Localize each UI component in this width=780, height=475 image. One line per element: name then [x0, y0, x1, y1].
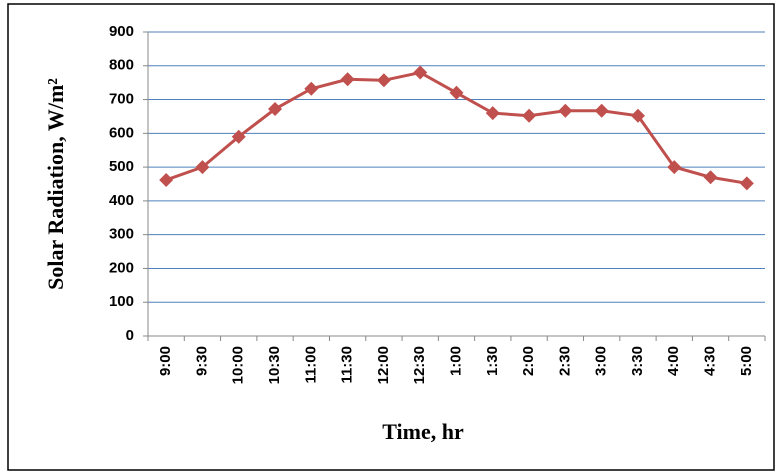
y-tick-label: 400: [109, 192, 134, 209]
x-tick-label: 2:30: [556, 346, 573, 376]
y-tick-label: 300: [109, 226, 134, 243]
data-point: [268, 102, 283, 117]
frame: [7, 3, 775, 471]
data-point: [413, 65, 428, 80]
y-tick-label: 800: [109, 57, 134, 74]
x-tick-label: 3:30: [629, 346, 646, 376]
data-point: [594, 103, 609, 118]
x-tick-label: 10:00: [230, 346, 247, 384]
y-tick-label: 200: [109, 259, 134, 276]
data-point: [449, 85, 464, 100]
y-tick-label: 700: [109, 91, 134, 108]
x-tick-label: 12:30: [411, 346, 428, 384]
x-tick-label: 11:00: [302, 346, 319, 384]
data-point: [195, 160, 210, 175]
data-point: [558, 103, 573, 118]
data-point: [739, 176, 754, 191]
x-tick-label: 10:30: [266, 346, 283, 384]
y-tick-label: 600: [109, 124, 134, 141]
x-tick-label: 5:00: [738, 346, 755, 376]
data-point: [376, 73, 391, 88]
data-point: [340, 72, 355, 87]
x-tick-label: 2:00: [520, 346, 537, 376]
data-point: [522, 108, 537, 123]
y-tick-label: 900: [109, 23, 134, 40]
x-tick-label: 1:00: [447, 346, 464, 376]
data-point: [231, 129, 246, 144]
data-point: [159, 172, 174, 187]
y-tick-label: 0: [126, 327, 134, 344]
x-tick-label: 4:30: [702, 346, 719, 376]
data-point: [667, 160, 682, 175]
x-tick-label: 9:00: [157, 346, 174, 376]
data-point: [304, 81, 319, 96]
x-tick-label: 9:30: [193, 346, 210, 376]
x-tick-label: 12:00: [375, 346, 392, 384]
x-tick-label: 1:30: [484, 346, 501, 376]
y-tick-label: 100: [109, 293, 134, 310]
x-axis-title: Time, hr: [382, 419, 464, 444]
data-point: [703, 170, 718, 185]
y-tick-label: 500: [109, 158, 134, 175]
data-point: [485, 106, 500, 121]
y-axis-title: Solar Radiation, W/m²: [43, 78, 68, 290]
x-tick-label: 4:00: [665, 346, 682, 376]
x-tick-label: 3:00: [593, 346, 610, 376]
data-point: [630, 108, 645, 123]
x-tick-label: 11:30: [339, 346, 356, 384]
